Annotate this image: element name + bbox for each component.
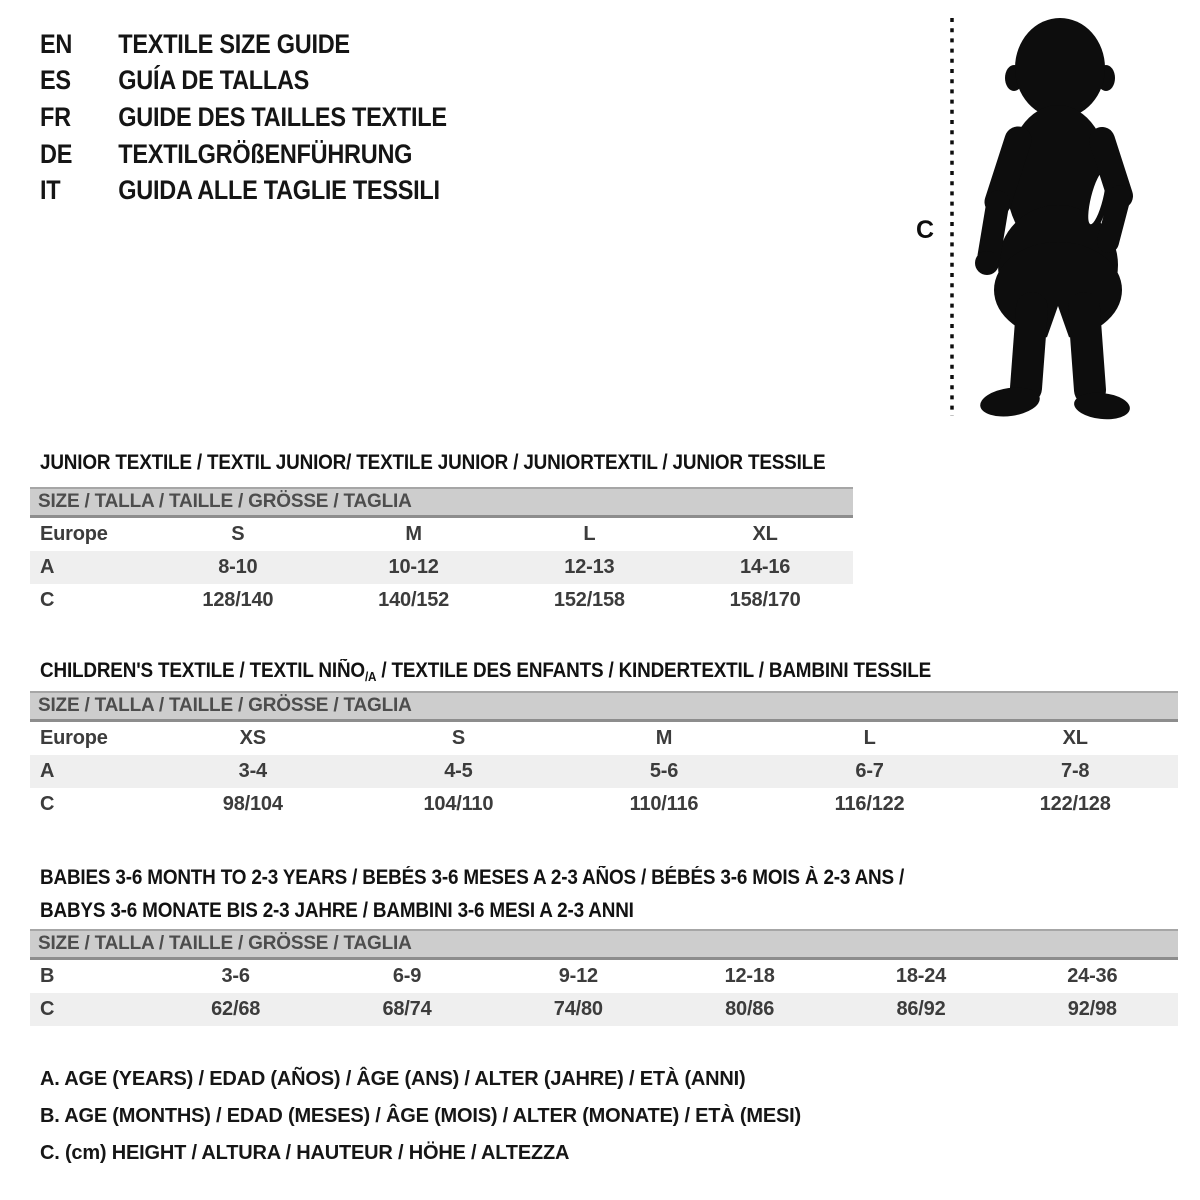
junior-section-title: JUNIOR TEXTILE / TEXTIL JUNIOR/ TEXTILE … (40, 451, 826, 475)
lang-code-es: ES (40, 65, 71, 96)
size-cell: L (583, 523, 596, 545)
height-cell: 116/122 (834, 793, 905, 815)
lang-title-fr: GUIDE DES TAILLES TEXTILE (118, 101, 447, 132)
height-cell: 86/92 (896, 998, 946, 1020)
age-cell: 6-9 (392, 965, 422, 987)
height-cell: 98/104 (222, 793, 283, 815)
size-cell: M (405, 523, 422, 545)
height-cell: 62/68 (211, 998, 261, 1020)
height-cell: 80/86 (725, 998, 775, 1020)
age-cell: 3-4 (238, 760, 268, 782)
table-row: A 8-10 10-12 12-13 14-16 (30, 551, 853, 584)
row-label: C (40, 589, 55, 611)
lang-title-es: GUÍA DE TALLAS (118, 65, 310, 96)
size-cell: L (863, 727, 876, 749)
lang-title-de: TEXTILGRÖßENFÜHRUNG (118, 138, 413, 169)
row-label: Europe (40, 727, 108, 749)
lang-code-fr: FR (40, 101, 71, 132)
height-figure: C (890, 10, 1160, 425)
age-cell: 12-18 (724, 965, 775, 987)
children-size-table-header: SIZE / TALLA / TAILLE / GRÖSSE / TAGLIA (30, 691, 1178, 722)
age-cell: 12-13 (564, 556, 615, 578)
height-cell: 122/128 (1039, 793, 1111, 815)
age-cell: 8-10 (218, 556, 258, 578)
age-cell: 4-5 (444, 760, 473, 782)
children-size-table: SIZE / TALLA / TAILLE / GRÖSSE / TAGLIA … (30, 691, 1178, 821)
age-cell: 10-12 (388, 556, 439, 578)
table-row: C 62/68 68/74 74/80 80/86 86/92 92/98 (30, 993, 1178, 1026)
height-cell: 158/170 (729, 589, 801, 611)
legend-line-c: C. (cm) HEIGHT / ALTURA / HAUTEUR / HÖHE… (40, 1142, 570, 1164)
babies-size-table: SIZE / TALLA / TAILLE / GRÖSSE / TAGLIA … (30, 929, 1178, 1026)
size-cell: XL (1062, 727, 1088, 749)
legend-line-b: B. AGE (MONTHS) / EDAD (MESES) / ÂGE (MO… (40, 1105, 801, 1127)
height-cell: 152/158 (553, 589, 625, 611)
lang-title-it: GUIDA ALLE TAGLIE TESSILI (118, 175, 440, 206)
junior-size-table: SIZE / TALLA / TAILLE / GRÖSSE / TAGLIA … (30, 487, 853, 617)
lang-title-en: TEXTILE SIZE GUIDE (118, 28, 350, 59)
size-cell: M (655, 727, 673, 749)
row-label: B (40, 965, 55, 987)
lang-code-de: DE (40, 138, 73, 169)
junior-size-table-header: SIZE / TALLA / TAILLE / GRÖSSE / TAGLIA (30, 487, 853, 518)
height-cell: 92/98 (1067, 998, 1117, 1020)
age-cell: 6-7 (855, 760, 884, 782)
lang-code-it: IT (40, 175, 61, 206)
table-row: Europe XS S M L XL (30, 722, 1178, 755)
age-cell: 18-24 (895, 965, 947, 987)
legend: A. AGE (YEARS) / EDAD (AÑOS) / ÂGE (ANS)… (40, 1069, 801, 1180)
height-label: C (916, 216, 934, 244)
size-cell: XL (752, 523, 778, 545)
toddler-silhouette-icon (975, 18, 1133, 420)
size-cell: XS (239, 727, 266, 749)
height-cell: 68/74 (382, 998, 432, 1020)
table-row: C 128/140 140/152 152/158 158/170 (30, 584, 853, 617)
age-cell: 24-36 (1067, 965, 1118, 987)
babies-size-table-header: SIZE / TALLA / TAILLE / GRÖSSE / TAGLIA (30, 929, 1178, 960)
legend-line-a: A. AGE (YEARS) / EDAD (AÑOS) / ÂGE (ANS)… (40, 1068, 746, 1090)
height-cell: 140/152 (378, 589, 450, 611)
row-label: A (40, 556, 55, 578)
height-cell: 74/80 (553, 998, 603, 1020)
age-cell: 3-6 (221, 965, 251, 987)
size-cell: S (231, 523, 245, 545)
table-row: A 3-4 4-5 5-6 6-7 7-8 (30, 755, 1178, 788)
age-cell: 7-8 (1061, 760, 1090, 782)
language-header: EN TEXTILE SIZE GUIDE ES GUÍA DE TALLAS … (40, 26, 447, 209)
table-row: C 98/104 104/110 110/116 116/122 122/128 (30, 788, 1178, 821)
table-row: B 3-6 6-9 9-12 12-18 18-24 24-36 (30, 960, 1178, 993)
height-cell: 104/110 (423, 793, 494, 815)
table-row: Europe S M L XL (30, 518, 853, 551)
height-cell: 128/140 (202, 589, 274, 611)
children-section-title: CHILDREN'S TEXTILE / TEXTIL NIÑO/A / TEX… (40, 659, 932, 685)
row-label: C (40, 793, 55, 815)
lang-code-en: EN (40, 28, 73, 59)
age-cell: 9-12 (558, 965, 598, 987)
row-label: A (40, 760, 55, 782)
row-label: Europe (40, 523, 108, 545)
babies-section-title: BABIES 3-6 MONTH TO 2-3 YEARS / BEBÉS 3-… (40, 866, 905, 923)
height-cell: 110/116 (629, 793, 699, 815)
age-cell: 5-6 (649, 760, 679, 782)
size-cell: S (451, 727, 465, 749)
age-cell: 14-16 (740, 556, 791, 578)
row-label: C (40, 998, 55, 1020)
